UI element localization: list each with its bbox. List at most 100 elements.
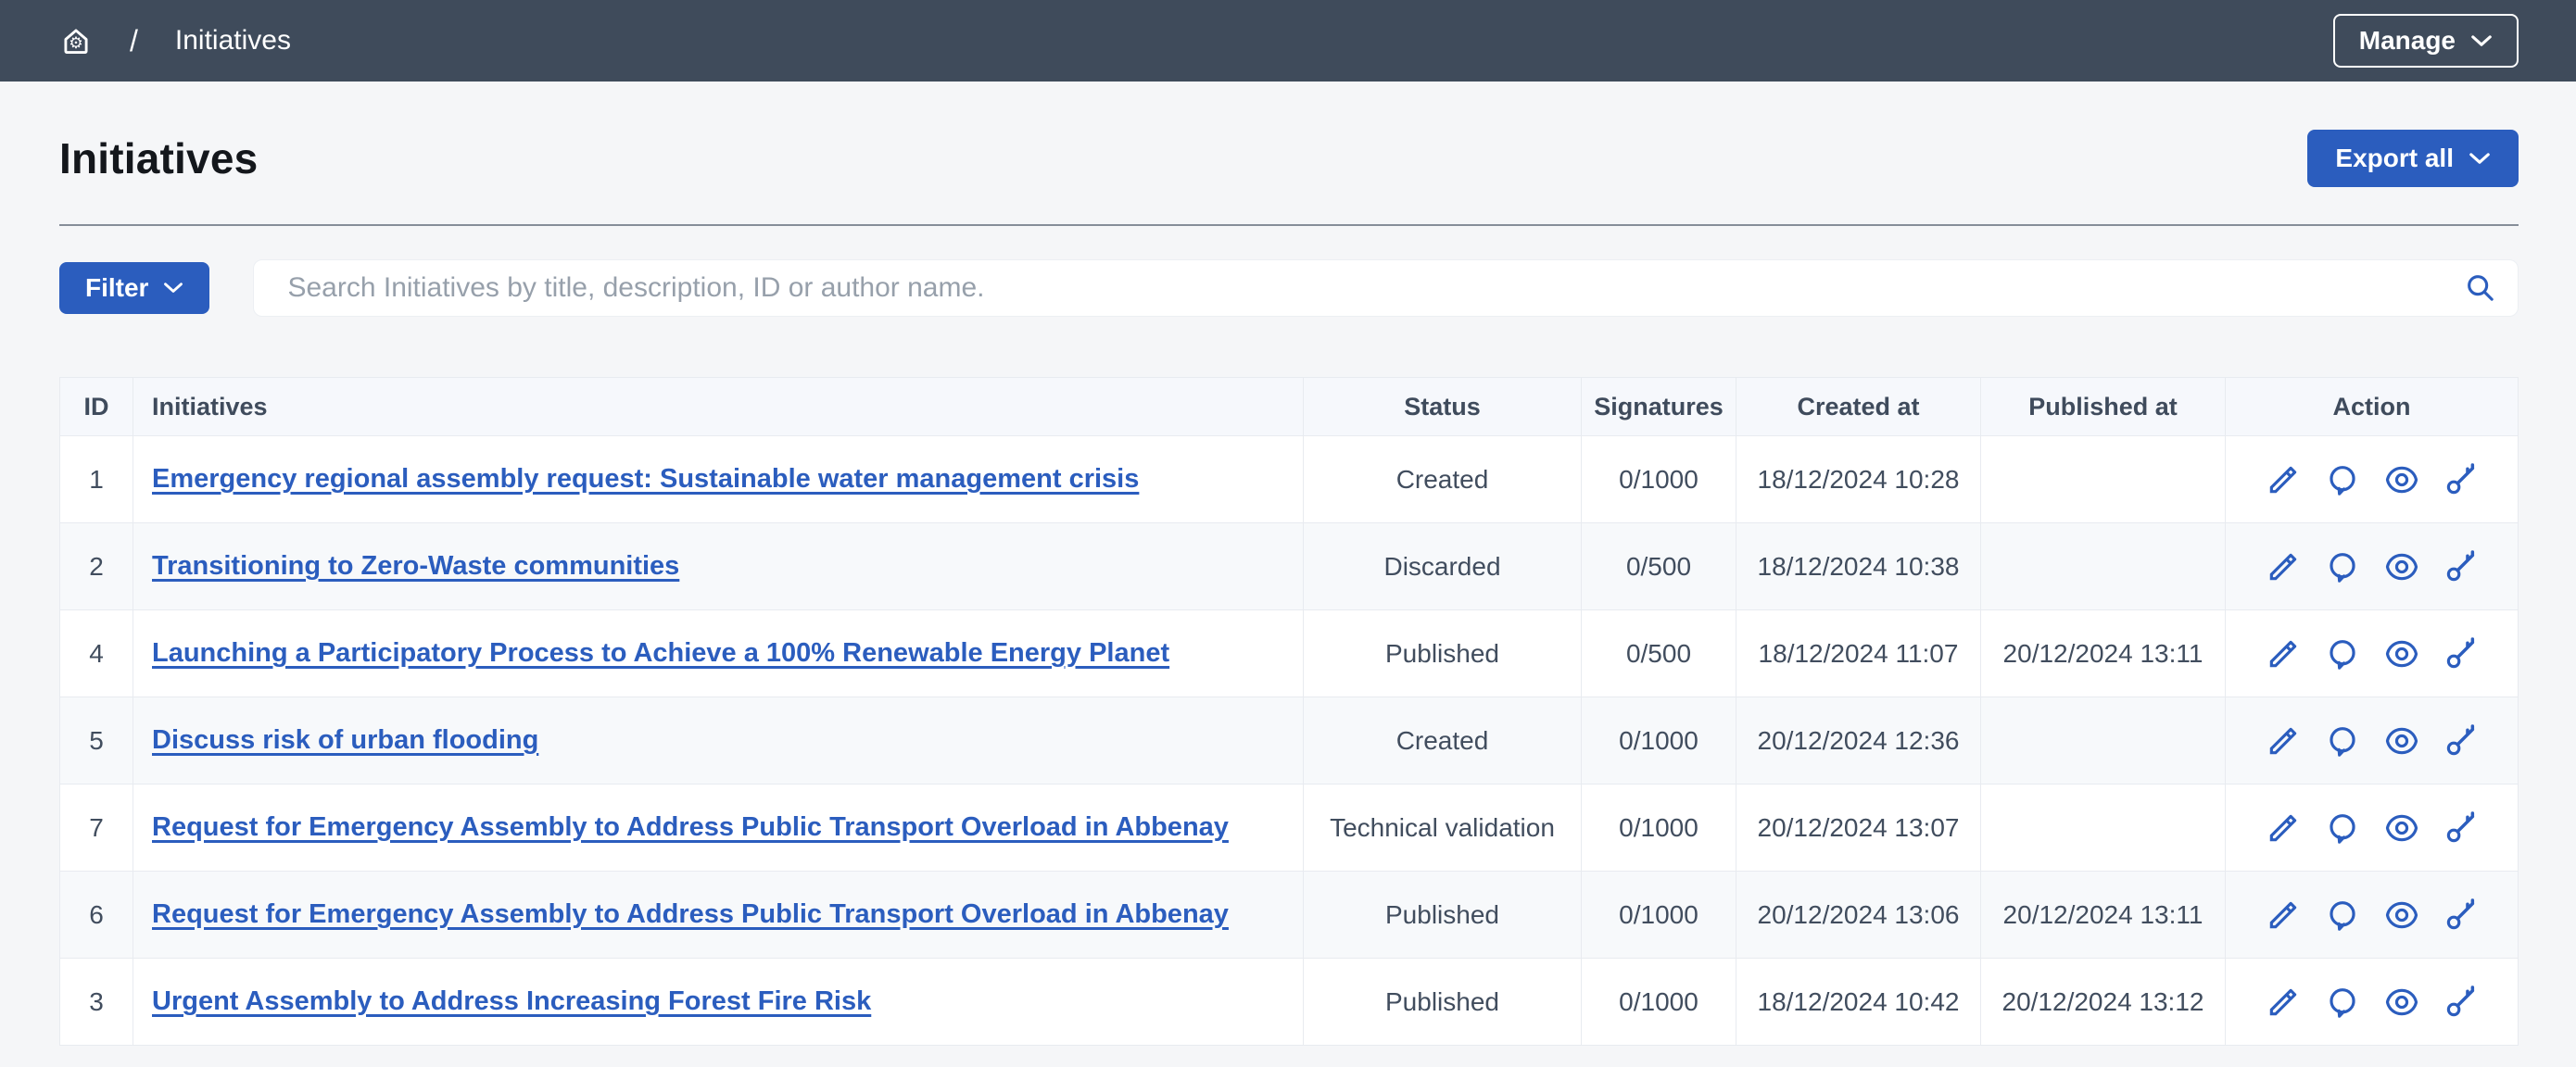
answer-bubble-icon[interactable] xyxy=(2325,810,2360,846)
edit-pencil-icon[interactable] xyxy=(2266,810,2301,846)
permissions-key-icon[interactable] xyxy=(2443,985,2479,1020)
manage-button[interactable]: Manage xyxy=(2332,14,2519,68)
table-row: 4 Launching a Participatory Process to A… xyxy=(59,610,2519,697)
initiative-created-at: 18/12/2024 11:07 xyxy=(1736,610,1981,697)
initiative-signatures: 0/1000 xyxy=(1582,872,1736,959)
permissions-key-icon[interactable] xyxy=(2443,810,2479,846)
initiative-title-link[interactable]: Urgent Assembly to Address Increasing Fo… xyxy=(152,986,872,1016)
answer-bubble-icon[interactable] xyxy=(2325,898,2360,933)
preview-eye-icon[interactable] xyxy=(2384,549,2419,584)
initiative-published-at xyxy=(1981,697,2226,785)
manage-button-label: Manage xyxy=(2358,26,2456,55)
initiative-id: 7 xyxy=(59,785,133,872)
initiative-published-at: 20/12/2024 13:12 xyxy=(1981,959,2226,1046)
chevron-down-icon xyxy=(163,282,183,295)
initiative-created-at: 18/12/2024 10:42 xyxy=(1736,959,1981,1046)
initiative-published-at xyxy=(1981,523,2226,610)
initiative-id: 1 xyxy=(59,436,133,523)
column-header-published-at: Published at xyxy=(1981,377,2226,436)
search-bar xyxy=(253,259,2519,317)
preview-eye-icon[interactable] xyxy=(2384,810,2419,846)
filter-button[interactable]: Filter xyxy=(59,262,210,314)
row-actions xyxy=(2226,872,2519,959)
initiative-id: 6 xyxy=(59,872,133,959)
preview-eye-icon[interactable] xyxy=(2384,636,2419,672)
preview-eye-icon[interactable] xyxy=(2384,723,2419,759)
breadcrumb-current[interactable]: Initiatives xyxy=(174,25,291,56)
preview-eye-icon[interactable] xyxy=(2384,462,2419,497)
initiative-status: Technical validation xyxy=(1304,785,1582,872)
filter-button-label: Filter xyxy=(85,273,149,302)
table-row: 2 Transitioning to Zero-Waste communitie… xyxy=(59,523,2519,610)
table-row: 5 Discuss risk of urban flooding Created… xyxy=(59,697,2519,785)
initiative-status: Created xyxy=(1304,436,1582,523)
preview-eye-icon[interactable] xyxy=(2384,898,2419,933)
initiative-title-link[interactable]: Launching a Participatory Process to Ach… xyxy=(152,638,1170,668)
answer-bubble-icon[interactable] xyxy=(2325,723,2360,759)
permissions-key-icon[interactable] xyxy=(2443,898,2479,933)
initiative-created-at: 18/12/2024 10:38 xyxy=(1736,523,1981,610)
answer-bubble-icon[interactable] xyxy=(2325,549,2360,584)
initiative-id: 2 xyxy=(59,523,133,610)
table-row: 7 Request for Emergency Assembly to Addr… xyxy=(59,785,2519,872)
answer-bubble-icon[interactable] xyxy=(2325,985,2360,1020)
breadcrumb: / Initiatives xyxy=(59,24,291,58)
filter-row: Filter xyxy=(59,259,2519,317)
edit-pencil-icon[interactable] xyxy=(2266,462,2301,497)
initiatives-table: ID Initiatives Status Signatures Created… xyxy=(59,377,2519,1046)
initiative-title-link[interactable]: Request for Emergency Assembly to Addres… xyxy=(152,899,1229,929)
initiative-title-link[interactable]: Request for Emergency Assembly to Addres… xyxy=(152,812,1229,842)
initiative-signatures: 0/1000 xyxy=(1582,959,1736,1046)
search-input[interactable] xyxy=(253,259,2519,317)
initiative-signatures: 0/500 xyxy=(1582,523,1736,610)
export-all-button[interactable]: Export all xyxy=(2307,130,2519,187)
table-row: 1 Emergency regional assembly request: S… xyxy=(59,436,2519,523)
column-header-initiatives: Initiatives xyxy=(133,377,1304,436)
initiative-status: Published xyxy=(1304,872,1582,959)
initiative-signatures: 0/1000 xyxy=(1582,697,1736,785)
chevron-down-icon xyxy=(2470,34,2493,48)
row-actions xyxy=(2226,523,2519,610)
row-actions xyxy=(2226,959,2519,1046)
initiative-title-link[interactable]: Emergency regional assembly request: Sus… xyxy=(152,464,1140,494)
table-header-row: ID Initiatives Status Signatures Created… xyxy=(59,377,2519,436)
permissions-key-icon[interactable] xyxy=(2443,723,2479,759)
breadcrumb-separator: / xyxy=(130,23,138,57)
answer-bubble-icon[interactable] xyxy=(2325,462,2360,497)
permissions-key-icon[interactable] xyxy=(2443,462,2479,497)
search-icon[interactable] xyxy=(2465,272,2496,304)
permissions-key-icon[interactable] xyxy=(2443,636,2479,672)
initiative-created-at: 20/12/2024 13:06 xyxy=(1736,872,1981,959)
initiative-signatures: 0/1000 xyxy=(1582,785,1736,872)
edit-pencil-icon[interactable] xyxy=(2266,549,2301,584)
home-icon[interactable] xyxy=(59,24,93,57)
chevron-down-icon xyxy=(2469,152,2491,166)
edit-pencil-icon[interactable] xyxy=(2266,898,2301,933)
row-actions xyxy=(2226,436,2519,523)
initiative-status: Published xyxy=(1304,610,1582,697)
initiative-title-link[interactable]: Transitioning to Zero-Waste communities xyxy=(152,551,680,581)
edit-pencil-icon[interactable] xyxy=(2266,985,2301,1020)
initiative-published-at: 20/12/2024 13:11 xyxy=(1981,872,2226,959)
row-actions xyxy=(2226,697,2519,785)
permissions-key-icon[interactable] xyxy=(2443,549,2479,584)
initiative-published-at xyxy=(1981,785,2226,872)
initiative-id: 4 xyxy=(59,610,133,697)
edit-pencil-icon[interactable] xyxy=(2266,723,2301,759)
divider xyxy=(59,224,2519,226)
initiative-created-at: 20/12/2024 12:36 xyxy=(1736,697,1981,785)
initiative-id: 5 xyxy=(59,697,133,785)
edit-pencil-icon[interactable] xyxy=(2266,636,2301,672)
answer-bubble-icon[interactable] xyxy=(2325,636,2360,672)
preview-eye-icon[interactable] xyxy=(2384,985,2419,1020)
topbar: / Initiatives Manage xyxy=(0,0,2576,82)
main-content: Initiatives Export all Filter ID In xyxy=(0,130,2576,1046)
column-header-status: Status xyxy=(1304,377,1582,436)
row-actions xyxy=(2226,785,2519,872)
row-actions xyxy=(2226,610,2519,697)
initiative-id: 3 xyxy=(59,959,133,1046)
page-header: Initiatives Export all xyxy=(59,130,2519,187)
initiative-created-at: 20/12/2024 13:07 xyxy=(1736,785,1981,872)
initiative-title-link[interactable]: Discuss risk of urban flooding xyxy=(152,725,539,755)
